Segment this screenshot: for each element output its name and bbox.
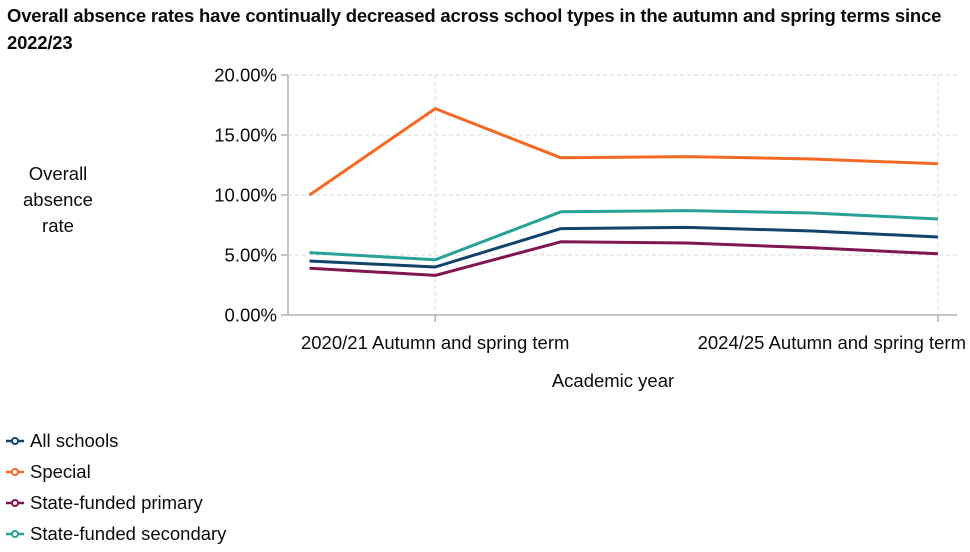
x-axis-tick-label: 2024/25 Autumn and spring term <box>698 332 966 353</box>
chart-title-line2: 2022/23 <box>7 31 73 53</box>
series-line-special <box>308 107 939 197</box>
x-axis-title: Academic year <box>552 370 674 391</box>
chart-legend: All schools Special State-funded primary St… <box>6 428 226 552</box>
legend-item-special: Special <box>6 459 226 484</box>
legend-label: State-funded secondary <box>30 522 227 544</box>
legend-line-marker-icon <box>6 529 24 538</box>
legend-line-marker-icon <box>6 467 24 476</box>
series-line-state-funded-primary <box>309 240 939 277</box>
y-axis-tick-label: 15.00% <box>214 125 277 146</box>
series-line-all-schools <box>309 225 939 269</box>
y-axis-tick-label: 20.00% <box>214 65 277 86</box>
x-axis-tick-label: 2020/21 Autumn and spring term <box>301 332 569 353</box>
chart-title: Overall absence rates have continually d… <box>7 3 959 56</box>
legend-label: Special <box>30 460 91 482</box>
legend-item-state-funded-primary: State-funded primary <box>6 490 226 515</box>
series-line-state-funded-secondary <box>309 209 939 262</box>
legend-item-state-funded-secondary: State-funded secondary <box>6 521 226 546</box>
legend-line-marker-icon <box>6 498 24 507</box>
legend-item-all-schools: All schools <box>6 428 226 453</box>
line-chart-plot: 0.00% 5.00% 10.00% 15.00% 20.00% 2020/21 Autu… <box>214 65 966 392</box>
legend-label: All schools <box>30 429 119 451</box>
y-axis-tick-label: 10.00% <box>214 185 277 206</box>
legend-label: State-funded primary <box>30 491 203 513</box>
y-axis-tick-label: 5.00% <box>225 245 277 266</box>
y-axis-tick-label: 0.00% <box>225 305 277 326</box>
y-axis-title: Overall absence rate <box>23 163 93 236</box>
chart-title-line1: Overall absence rates have continually d… <box>7 5 942 26</box>
legend-line-marker-icon <box>6 436 24 445</box>
